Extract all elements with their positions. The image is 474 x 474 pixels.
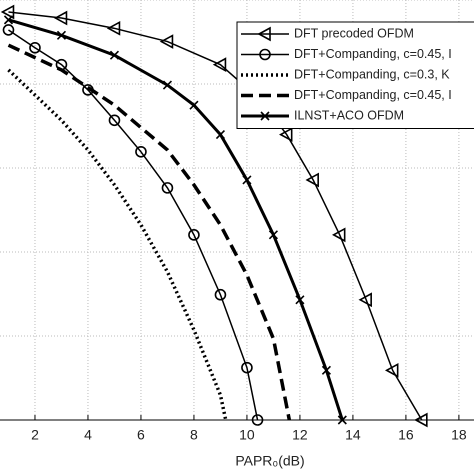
x-tick-label: 2 [31,427,39,443]
x-tick-label: 18 [451,427,467,443]
marker [295,295,305,305]
marker [29,41,41,54]
marker [188,229,200,241]
marker [3,15,14,25]
marker [159,34,174,49]
marker [242,175,252,185]
marker [215,130,226,140]
legend-label: DFT precoded OFDM [294,26,414,40]
legend-marker [259,48,271,61]
x-tick-label: 8 [190,427,198,443]
marker [53,10,68,26]
marker [279,127,293,142]
series-line [7,68,228,421]
marker [0,4,15,20]
marker [214,288,227,301]
x-tick-label: 14 [345,427,361,443]
marker [56,30,67,40]
marker [321,365,331,375]
x-tick-label: 10 [239,427,255,443]
marker [337,415,347,425]
marker [331,227,346,243]
legend-label: DFT+Companding, c=0.3, K [294,67,450,81]
marker [161,182,174,194]
marker [135,145,147,158]
legend-marker [257,26,271,42]
marker [268,230,278,240]
series-line [8,29,259,421]
marker [2,24,15,36]
legend-label: DFT+Companding, c=0.45, I [294,47,452,61]
marker [414,412,428,428]
marker [212,57,227,72]
legend-label: DFT+Companding, c=0.45, I [294,88,452,102]
marker [189,100,199,110]
marker [384,363,399,378]
series-line [7,43,292,421]
marker [109,50,120,60]
marker [106,20,121,36]
x-tick-label: 12 [292,427,308,443]
marker [305,172,319,188]
legend-label: ILNST+ACO OFDM [294,108,404,122]
x-tick-label: 6 [137,427,145,443]
marker [108,114,121,127]
x-tick-label: 4 [84,427,92,443]
marker [358,292,372,308]
marker [241,361,253,374]
x-tick-label: 16 [398,427,414,443]
marker [162,80,173,90]
x-axis-label: PAPR₀(dB) [235,453,304,469]
legend: DFT precoded OFDM DFT+Companding, c=0.45,… [236,21,474,129]
marker [251,414,264,426]
legend-marker [260,111,270,121]
